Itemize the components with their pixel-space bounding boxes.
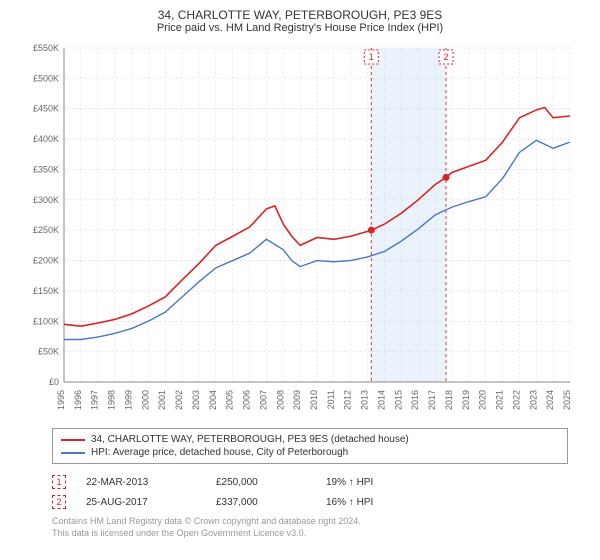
svg-text:2016: 2016 [410,390,420,410]
page-subtitle: Price paid vs. HM Land Registry's House … [12,22,588,34]
svg-text:2014: 2014 [376,390,386,410]
sale-marker-icon: 2 [52,495,66,509]
footer-line-1: Contains HM Land Registry data © Crown c… [52,516,568,528]
footer-line-2: This data is licensed under the Open Gov… [52,528,568,540]
svg-text:2024: 2024 [545,390,555,410]
legend-row-series1: 34, CHARLOTTE WAY, PETERBOROUGH, PE3 9ES… [61,433,559,446]
svg-text:2022: 2022 [511,390,521,410]
sale-price: £337,000 [216,497,306,508]
sale-vs-hpi: 16% ↑ HPI [326,497,373,508]
svg-text:2018: 2018 [444,390,454,410]
svg-text:£250K: £250K [33,225,59,235]
legend-label-1: 34, CHARLOTTE WAY, PETERBOROUGH, PE3 9ES… [91,434,409,445]
svg-text:1998: 1998 [107,390,117,410]
svg-text:2023: 2023 [528,390,538,410]
svg-text:2025: 2025 [562,390,572,410]
svg-text:£500K: £500K [33,73,59,83]
legend-label-2: HPI: Average price, detached house, City… [91,447,348,458]
svg-text:2012: 2012 [343,390,353,410]
svg-text:2001: 2001 [157,390,167,410]
sale-vs-hpi: 19% ↑ HPI [326,477,373,488]
svg-text:2011: 2011 [326,390,336,409]
svg-text:1996: 1996 [73,390,83,410]
svg-text:£550K: £550K [33,43,59,53]
svg-text:£300K: £300K [33,195,59,205]
svg-text:2004: 2004 [208,390,218,410]
svg-text:£350K: £350K [33,164,59,174]
svg-text:2008: 2008 [275,390,285,410]
svg-text:2021: 2021 [495,390,505,410]
legend-swatch-1 [61,439,85,441]
sale-row: 1 22-MAR-2013 £250,000 19% ↑ HPI [52,472,568,492]
svg-text:2005: 2005 [225,390,235,410]
svg-text:2017: 2017 [427,390,437,410]
svg-text:£400K: £400K [33,134,59,144]
svg-text:£150K: £150K [33,286,59,296]
svg-text:2003: 2003 [191,390,201,410]
sale-price: £250,000 [216,477,306,488]
svg-text:£450K: £450K [33,104,59,114]
svg-text:£100K: £100K [33,316,59,326]
svg-text:£200K: £200K [33,256,59,266]
sale-date: 22-MAR-2013 [86,477,196,488]
svg-text:2007: 2007 [258,390,268,410]
svg-text:2006: 2006 [242,390,252,410]
svg-text:2009: 2009 [292,390,302,410]
svg-text:1997: 1997 [90,390,100,410]
svg-text:2019: 2019 [461,390,471,410]
svg-text:1999: 1999 [123,390,133,410]
svg-text:2000: 2000 [140,390,150,410]
legend: 34, CHARLOTTE WAY, PETERBOROUGH, PE3 9ES… [52,428,568,464]
price-chart: £0 £50K £100K £150K £200K £250K £300K £350K £400… [20,42,580,422]
sales-table: 1 22-MAR-2013 £250,000 19% ↑ HPI 2 25-AUG-201… [52,472,568,512]
sale-marker-icon: 1 [52,475,66,489]
legend-row-series2: HPI: Average price, detached house, City… [61,446,559,459]
svg-text:2013: 2013 [360,390,370,410]
legend-swatch-2 [61,452,85,454]
footer: Contains HM Land Registry data © Crown c… [52,516,568,539]
sale-row: 2 25-AUG-2017 £337,000 16% ↑ HPI [52,492,568,512]
svg-text:2020: 2020 [478,390,488,410]
svg-text:2015: 2015 [393,390,403,410]
page-title: 34, CHARLOTTE WAY, PETERBOROUGH, PE3 9ES [12,8,588,22]
svg-text:£0: £0 [49,377,59,387]
svg-text:2: 2 [444,52,449,62]
svg-text:1: 1 [369,52,374,62]
sale-date: 25-AUG-2017 [86,497,196,508]
svg-text:2010: 2010 [309,390,319,410]
svg-text:£50K: £50K [38,347,59,357]
svg-text:2002: 2002 [174,390,184,410]
svg-text:1995: 1995 [56,390,66,410]
